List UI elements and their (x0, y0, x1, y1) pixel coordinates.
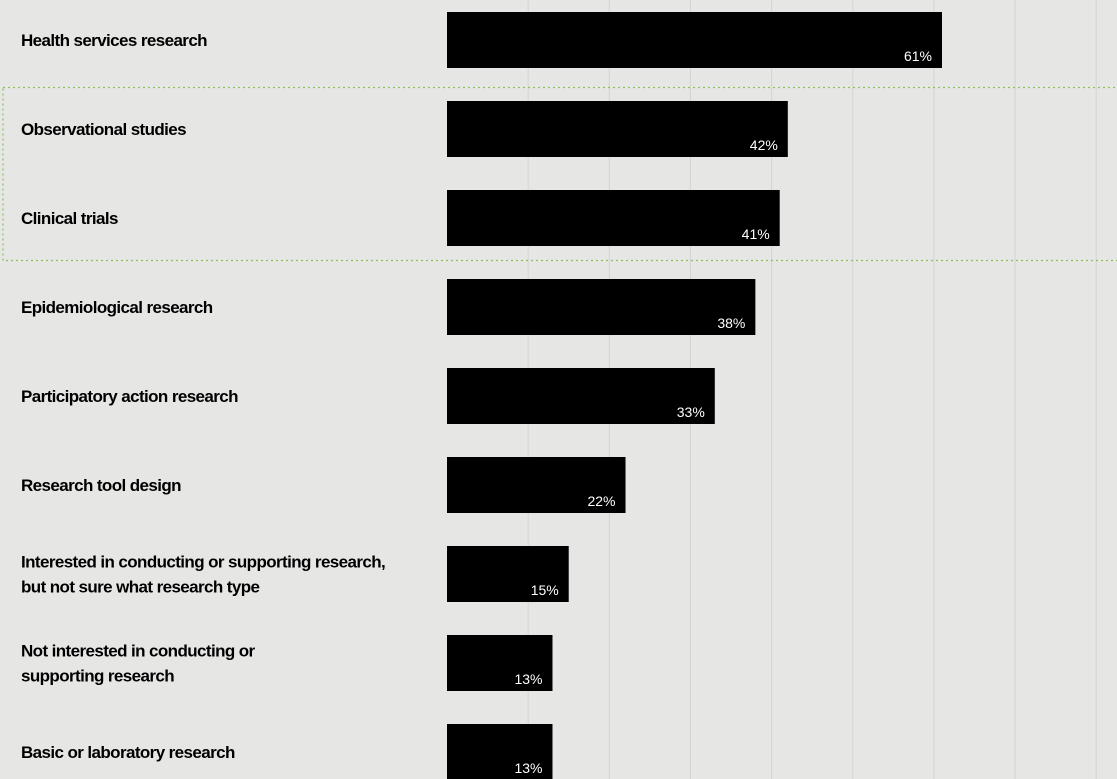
bar-value-label: 33% (677, 404, 705, 420)
category-label-line: but not sure what research type (21, 578, 259, 597)
bar-value-label: 13% (514, 760, 542, 776)
category-label-line: Health services research (21, 31, 207, 50)
category-label: Observational studies (21, 120, 186, 139)
highlight-group (2, 86, 1117, 262)
category-labels: Health services research Observational st… (21, 31, 386, 762)
category-label-line: Observational studies (21, 120, 186, 139)
category-label: Basic or laboratory research (21, 743, 235, 762)
bar (447, 457, 626, 513)
category-label: Participatory action research (21, 387, 238, 406)
category-label: Interested in conducting or supporting r… (21, 553, 385, 597)
category-label: Clinical trials (21, 209, 118, 228)
category-label: Health services research (21, 31, 207, 50)
bar-value-label: 15% (531, 582, 559, 598)
bar (447, 724, 553, 779)
category-label-line: Not interested in conducting or (21, 642, 256, 661)
bar-value-label: 61% (904, 48, 932, 64)
bar (447, 190, 780, 246)
category-label: Epidemiological research (21, 298, 213, 317)
bar (447, 101, 788, 157)
category-label-line: Basic or laboratory research (21, 743, 235, 762)
bar-value-label: 42% (750, 137, 778, 153)
category-label-line: Interested in conducting or supporting r… (21, 553, 385, 572)
bar (447, 279, 756, 335)
category-label: Not interested in conducting or supportin… (21, 642, 256, 686)
category-label: Research tool design (21, 476, 181, 495)
category-label-line: Epidemiological research (21, 298, 213, 317)
bar-series: 61% 42% 41% 38% 33% 22% 15% 13% 13% (447, 12, 942, 779)
category-label-line: Clinical trials (21, 209, 118, 228)
bar (447, 12, 942, 68)
bar-value-label: 41% (742, 226, 770, 242)
bar-value-label: 38% (717, 315, 745, 331)
bar (447, 368, 715, 424)
bar (447, 635, 553, 691)
category-label-line: Research tool design (21, 476, 181, 495)
bar (447, 546, 569, 602)
category-label-line: supporting research (21, 667, 174, 686)
category-label-line: Participatory action research (21, 387, 238, 406)
highlight-box (2, 86, 1117, 262)
bar-value-label: 22% (587, 493, 615, 509)
bar-value-label: 13% (514, 671, 542, 687)
